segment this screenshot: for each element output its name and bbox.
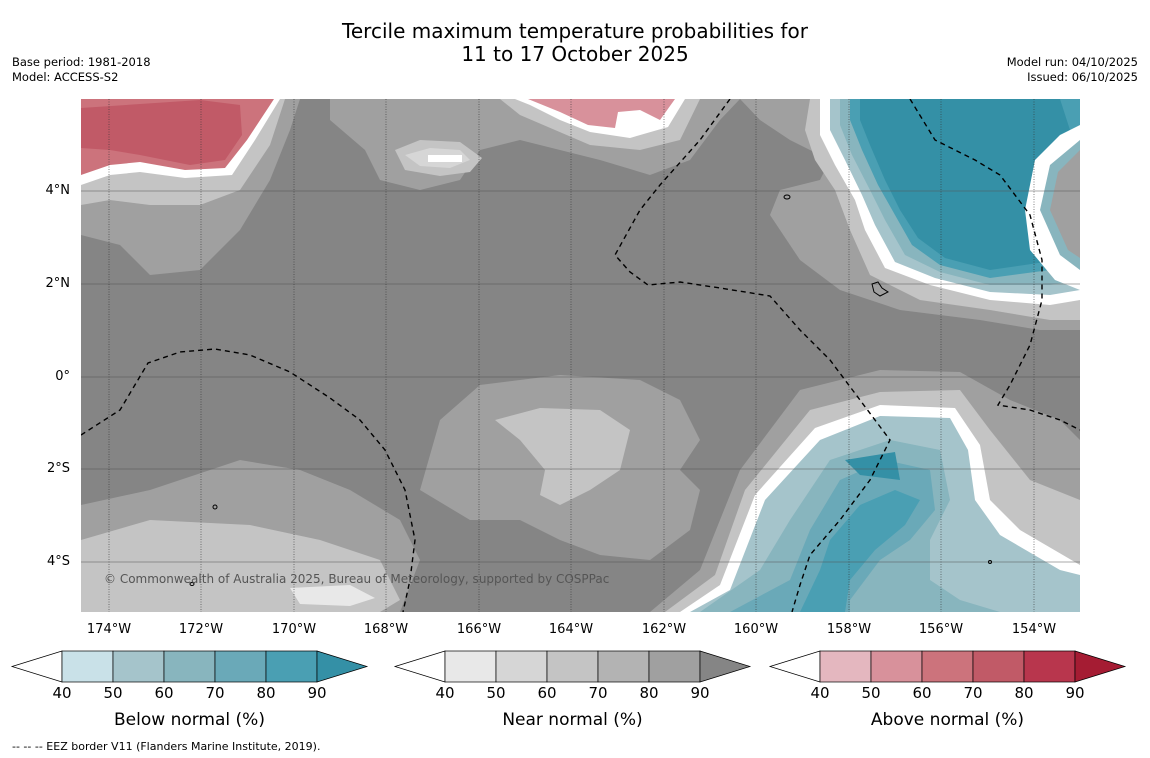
lon-label: 174°W (86, 622, 132, 637)
colorbar-segment (546, 650, 599, 683)
probability-field (81, 99, 1080, 612)
lat-label-2n: 2°N (45, 276, 71, 291)
colorbar-segment (265, 650, 318, 683)
model-run: Model run: 04/10/2025 (1006, 55, 1138, 69)
lon-label: 164°W (548, 622, 594, 637)
colorbar-extend-low (768, 650, 821, 683)
meta-left: Base period: 1981-2018 Model: ACCESS-S2 (12, 55, 151, 85)
colorbar-tick-label: 50 (861, 684, 881, 702)
lon-label: 170°W (271, 622, 317, 637)
colorbar-tick-label: 70 (205, 684, 225, 702)
lat-grid (81, 190, 1080, 563)
lon-label: 162°W (641, 622, 687, 637)
colorbar-tick-label: 50 (486, 684, 506, 702)
colorbar-tick-label: 60 (154, 684, 174, 702)
meta-right: Model run: 04/10/2025 Issued: 06/10/2025 (1007, 55, 1138, 85)
lat-label-2s: 2°S (46, 461, 70, 476)
colorbar-extend-low (393, 650, 446, 683)
lat-label-4s: 4°S (46, 554, 70, 569)
colorbar-tick-label: 40 (810, 684, 830, 702)
colorbar-title: Below normal (%) (114, 710, 265, 730)
below-normal-region (845, 452, 900, 480)
colorbar-tick-label: 70 (588, 684, 608, 702)
eez-footnote: -- -- -- EEZ border V11 (Flanders Marine… (12, 740, 321, 753)
colorbar-segment (597, 650, 650, 683)
colorbar-tick-label: 40 (435, 684, 455, 702)
below-normal-region (800, 490, 920, 612)
below-normal-region (860, 99, 1070, 270)
lon-label: 168°W (363, 622, 409, 637)
model-name: Model: ACCESS-S2 (12, 70, 119, 84)
colorbar-tick-label: 50 (103, 684, 123, 702)
colorbar-tick-label: 90 (1065, 684, 1085, 702)
lon-label: 172°W (178, 622, 224, 637)
lon-label: 160°W (733, 622, 779, 637)
near-normal-region (1050, 150, 1080, 258)
colorbar-segment (163, 650, 216, 683)
colorbar-tick-label: 80 (256, 684, 276, 702)
colorbar-segment (870, 650, 923, 683)
copyright-notice: © Commonwealth of Australia 2025, Bureau… (104, 572, 610, 586)
lon-label: 154°W (1011, 622, 1057, 637)
colorbar-tick-label: 60 (537, 684, 557, 702)
colorbar-extend-low (10, 650, 63, 683)
colorbar-segment (61, 650, 114, 683)
colorbar-segment (214, 650, 267, 683)
islands (189, 194, 992, 586)
colorbar-tick-label: 80 (1014, 684, 1034, 702)
colorbar-segment (444, 650, 497, 683)
near-normal-region (495, 408, 630, 505)
colorbar-tick-label: 70 (963, 684, 983, 702)
colorbars (10, 650, 1127, 683)
lat-label-4n: 4°N (45, 183, 71, 198)
colorbar-tick-label: 90 (307, 684, 327, 702)
colorbar-extend-high (699, 650, 752, 683)
colorbar-segment (112, 650, 165, 683)
issued-date: Issued: 06/10/2025 (1027, 70, 1138, 84)
near-normal-region (290, 585, 375, 606)
contour-white (1025, 125, 1080, 290)
lat-label-0: 0° (55, 369, 70, 384)
lon-label: 156°W (918, 622, 964, 637)
eez-border (81, 99, 1080, 612)
colorbar-segment (921, 650, 974, 683)
colorbar-segment (819, 650, 872, 683)
colorbar-segment (648, 650, 701, 683)
lon-grid (108, 99, 1035, 612)
above-normal-region (528, 99, 675, 128)
colorbar-segment (495, 650, 548, 683)
above-normal-region (81, 100, 242, 165)
lon-label: 158°W (826, 622, 872, 637)
chart-title-line2: 11 to 17 October 2025 (461, 42, 689, 66)
colorbar-tick-label: 90 (690, 684, 710, 702)
colorbar-title: Above normal (%) (870, 710, 1025, 730)
colorbar-tick-label: 40 (52, 684, 72, 702)
colorbar-segment (1023, 650, 1076, 683)
colorbar-segment (972, 650, 1025, 683)
base-period: Base period: 1981-2018 (12, 55, 151, 69)
contour-white (428, 155, 462, 162)
colorbar-tick-label: 80 (639, 684, 659, 702)
colorbar-extend-high (1074, 650, 1127, 683)
colorbar-title: Near normal (%) (502, 710, 643, 730)
colorbar-extend-high (316, 650, 369, 683)
colorbar-tick-label: 60 (912, 684, 932, 702)
chart-title-line1: Tercile maximum temperature probabilitie… (342, 19, 808, 43)
lon-label: 166°W (456, 622, 502, 637)
